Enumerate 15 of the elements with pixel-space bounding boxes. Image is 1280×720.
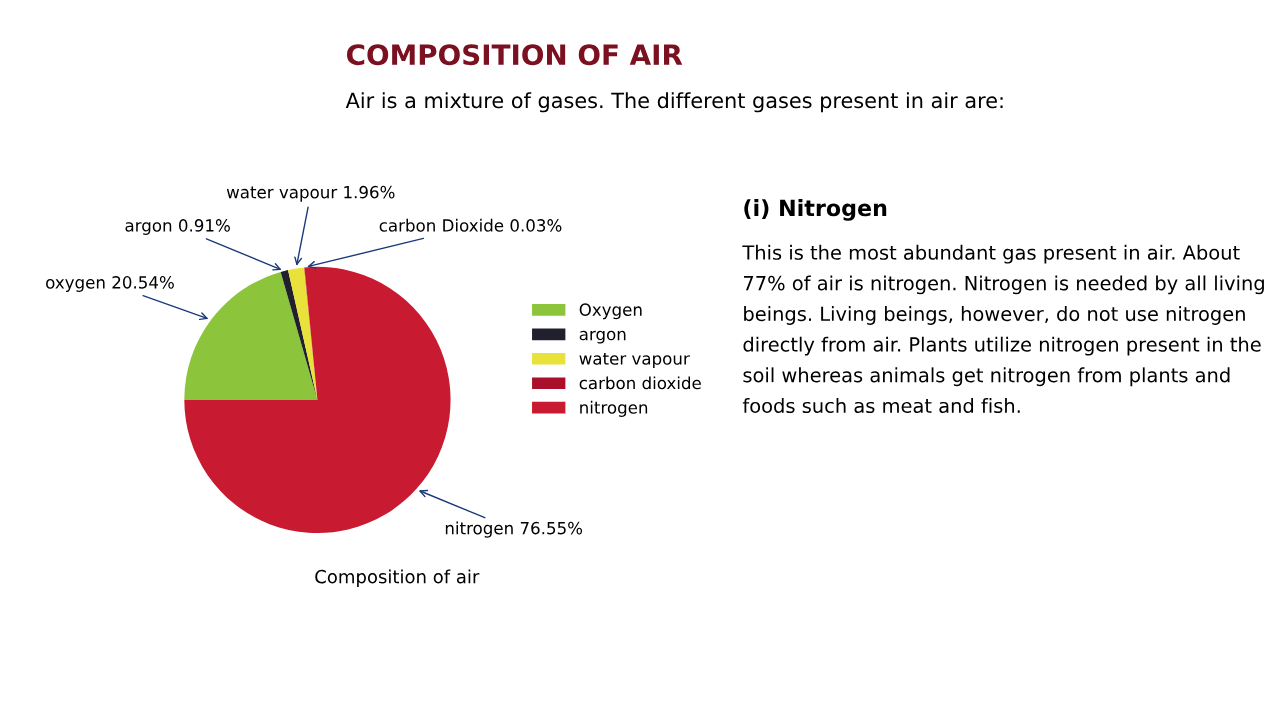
chart-title: COMPOSITION OF AIR (346, 44, 683, 66)
data-label: nitrogen 76.55% (445, 521, 583, 538)
legend-label: argon (579, 330, 626, 344)
chart-subtitle: Air is a mixture of gases. The different gases present in air are: (345, 92, 1003, 113)
data-label: water vapour 1.96% (226, 185, 395, 202)
legend-label: nitrogen (580, 400, 648, 417)
text: This is the most abundant gas present in air. About 77% of air is nitrogen. Nitrogen is needed by all living beings. Living beings, however, do not use nitrogen directly from air. Plants utilize nitrogen present in the soil whereas animals get nitrogen from plants and foods such as meat and fish. (742, 244, 1264, 414)
legend-label: water vapour (579, 352, 690, 369)
text: (i) Nitrogen (744, 199, 887, 221)
legend-label: carbon dioxide (579, 376, 701, 390)
text: Composition of air (315, 569, 480, 587)
data-label: oxygen 20.54% (46, 276, 174, 292)
legend-label: Oxygen (579, 303, 642, 320)
data-label: carbon Dioxide 0.03% (379, 218, 562, 232)
data-label: argon 0.91% (125, 219, 230, 235)
